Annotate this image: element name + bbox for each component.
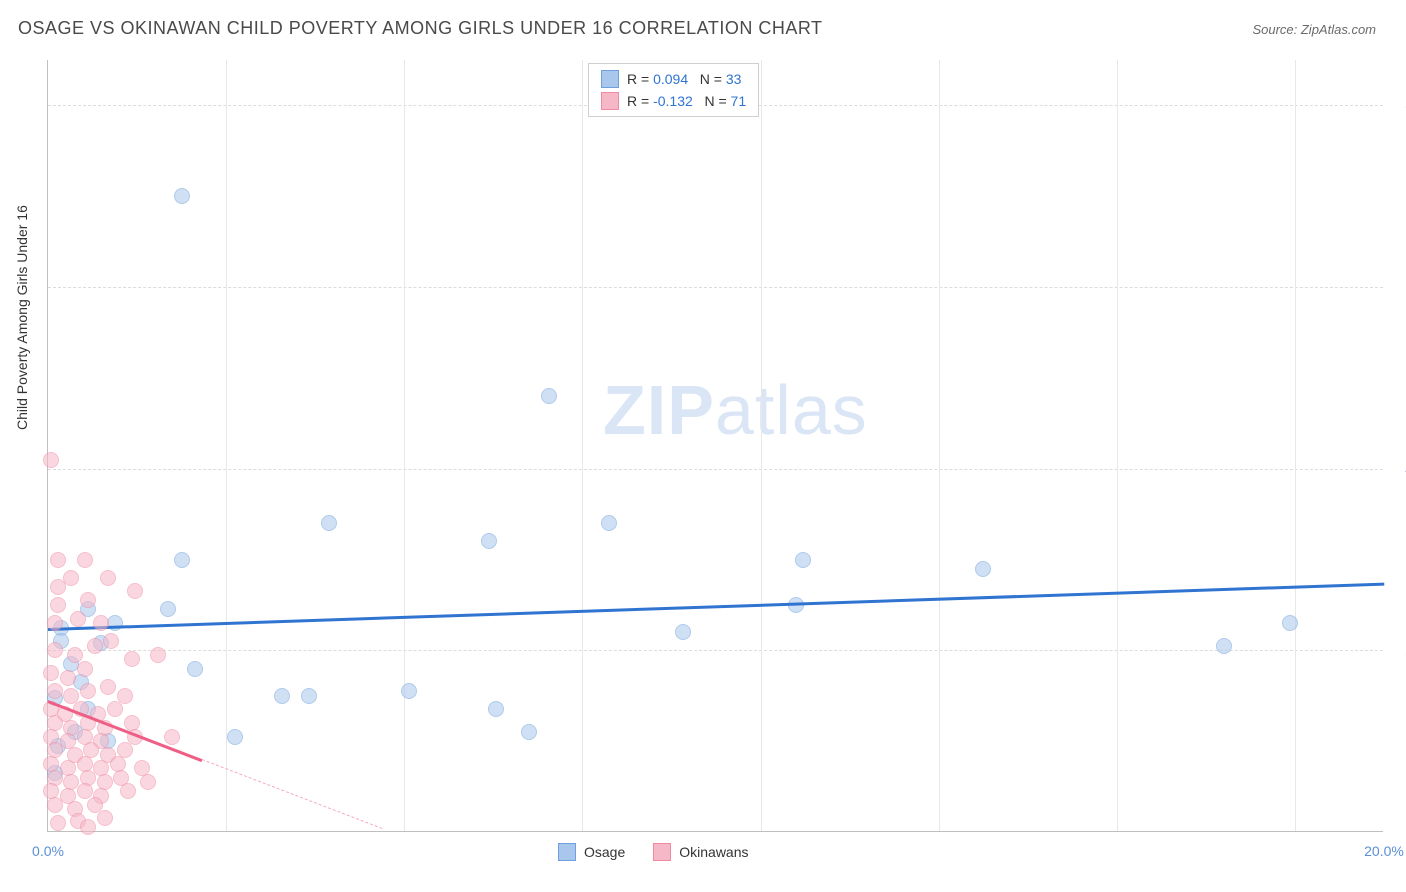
data-point <box>47 642 63 658</box>
data-point <box>174 188 190 204</box>
data-point <box>601 515 617 531</box>
correlation-legend: R = 0.094 N = 33R = -0.132 N = 71 <box>588 63 759 117</box>
series-legend-label: Osage <box>584 844 625 860</box>
data-point <box>541 388 557 404</box>
data-point <box>97 810 113 826</box>
gridline-v <box>226 60 227 831</box>
x-tick-label: 0.0% <box>32 843 64 859</box>
legend-n-label: N = <box>700 71 726 87</box>
data-point <box>103 633 119 649</box>
legend-swatch <box>601 92 619 110</box>
series-legend-label: Okinawans <box>679 844 748 860</box>
y-tick-label: 80.0% <box>1390 97 1406 113</box>
y-axis-label: Child Poverty Among Girls Under 16 <box>14 205 30 430</box>
data-point <box>164 729 180 745</box>
data-point <box>675 624 691 640</box>
data-point <box>481 533 497 549</box>
y-tick-label: 20.0% <box>1390 642 1406 658</box>
data-point <box>50 815 66 831</box>
data-point <box>795 552 811 568</box>
data-point <box>43 452 59 468</box>
y-tick-label: 60.0% <box>1390 279 1406 295</box>
data-point <box>124 651 140 667</box>
trend-line-extension <box>201 759 382 829</box>
data-point <box>47 615 63 631</box>
legend-n-value: 71 <box>731 93 747 109</box>
data-point <box>1216 638 1232 654</box>
data-point <box>50 552 66 568</box>
gridline-h <box>48 287 1383 288</box>
series-legend: Osage Okinawans <box>558 843 777 861</box>
data-point <box>77 552 93 568</box>
data-point <box>117 688 133 704</box>
data-point <box>488 701 504 717</box>
x-tick-label: 20.0% <box>1364 843 1404 859</box>
data-point <box>107 701 123 717</box>
gridline-v <box>404 60 405 831</box>
legend-r-label: R = <box>627 93 653 109</box>
gridline-v <box>1295 60 1296 831</box>
legend-r-label: R = <box>627 71 653 87</box>
data-point <box>274 688 290 704</box>
data-point <box>401 683 417 699</box>
data-point <box>80 683 96 699</box>
data-point <box>80 592 96 608</box>
data-point <box>100 570 116 586</box>
data-point <box>127 583 143 599</box>
data-point <box>150 647 166 663</box>
y-tick-label: 40.0% <box>1390 461 1406 477</box>
correlation-legend-row: R = -0.132 N = 71 <box>601 90 746 112</box>
data-point <box>47 683 63 699</box>
data-point <box>43 665 59 681</box>
data-point <box>70 611 86 627</box>
data-point <box>120 783 136 799</box>
gridline-h <box>48 469 1383 470</box>
gridline-v <box>761 60 762 831</box>
data-point <box>521 724 537 740</box>
data-point <box>321 515 337 531</box>
series-legend-item: Okinawans <box>653 844 748 860</box>
data-point <box>93 615 109 631</box>
data-point <box>187 661 203 677</box>
data-point <box>1282 615 1298 631</box>
watermark: ZIPatlas <box>603 370 868 450</box>
data-point <box>80 819 96 835</box>
legend-n-value: 33 <box>726 71 742 87</box>
gridline-v <box>582 60 583 831</box>
legend-r-value: -0.132 <box>653 93 693 109</box>
gridline-h <box>48 650 1383 651</box>
data-point <box>87 638 103 654</box>
data-point <box>47 797 63 813</box>
source-attribution: Source: ZipAtlas.com <box>1252 22 1376 37</box>
legend-r-value: 0.094 <box>653 71 688 87</box>
legend-swatch <box>653 843 671 861</box>
data-point <box>63 570 79 586</box>
data-point <box>100 679 116 695</box>
data-point <box>174 552 190 568</box>
legend-swatch <box>601 70 619 88</box>
watermark-zip: ZIP <box>603 371 715 449</box>
gridline-v <box>939 60 940 831</box>
data-point <box>60 670 76 686</box>
data-point <box>227 729 243 745</box>
data-point <box>160 601 176 617</box>
legend-n-label: N = <box>704 93 730 109</box>
series-legend-item: Osage <box>558 844 625 860</box>
trend-line <box>48 582 1384 630</box>
legend-swatch <box>558 843 576 861</box>
data-point <box>975 561 991 577</box>
data-point <box>301 688 317 704</box>
data-point <box>140 774 156 790</box>
plot-area: ZIPatlas 20.0%40.0%60.0%80.0%0.0%20.0%R … <box>47 60 1383 832</box>
chart-title: OSAGE VS OKINAWAN CHILD POVERTY AMONG GI… <box>18 18 823 39</box>
correlation-legend-row: R = 0.094 N = 33 <box>601 68 746 90</box>
data-point <box>50 597 66 613</box>
gridline-v <box>1117 60 1118 831</box>
watermark-atlas: atlas <box>715 371 868 449</box>
data-point <box>77 661 93 677</box>
